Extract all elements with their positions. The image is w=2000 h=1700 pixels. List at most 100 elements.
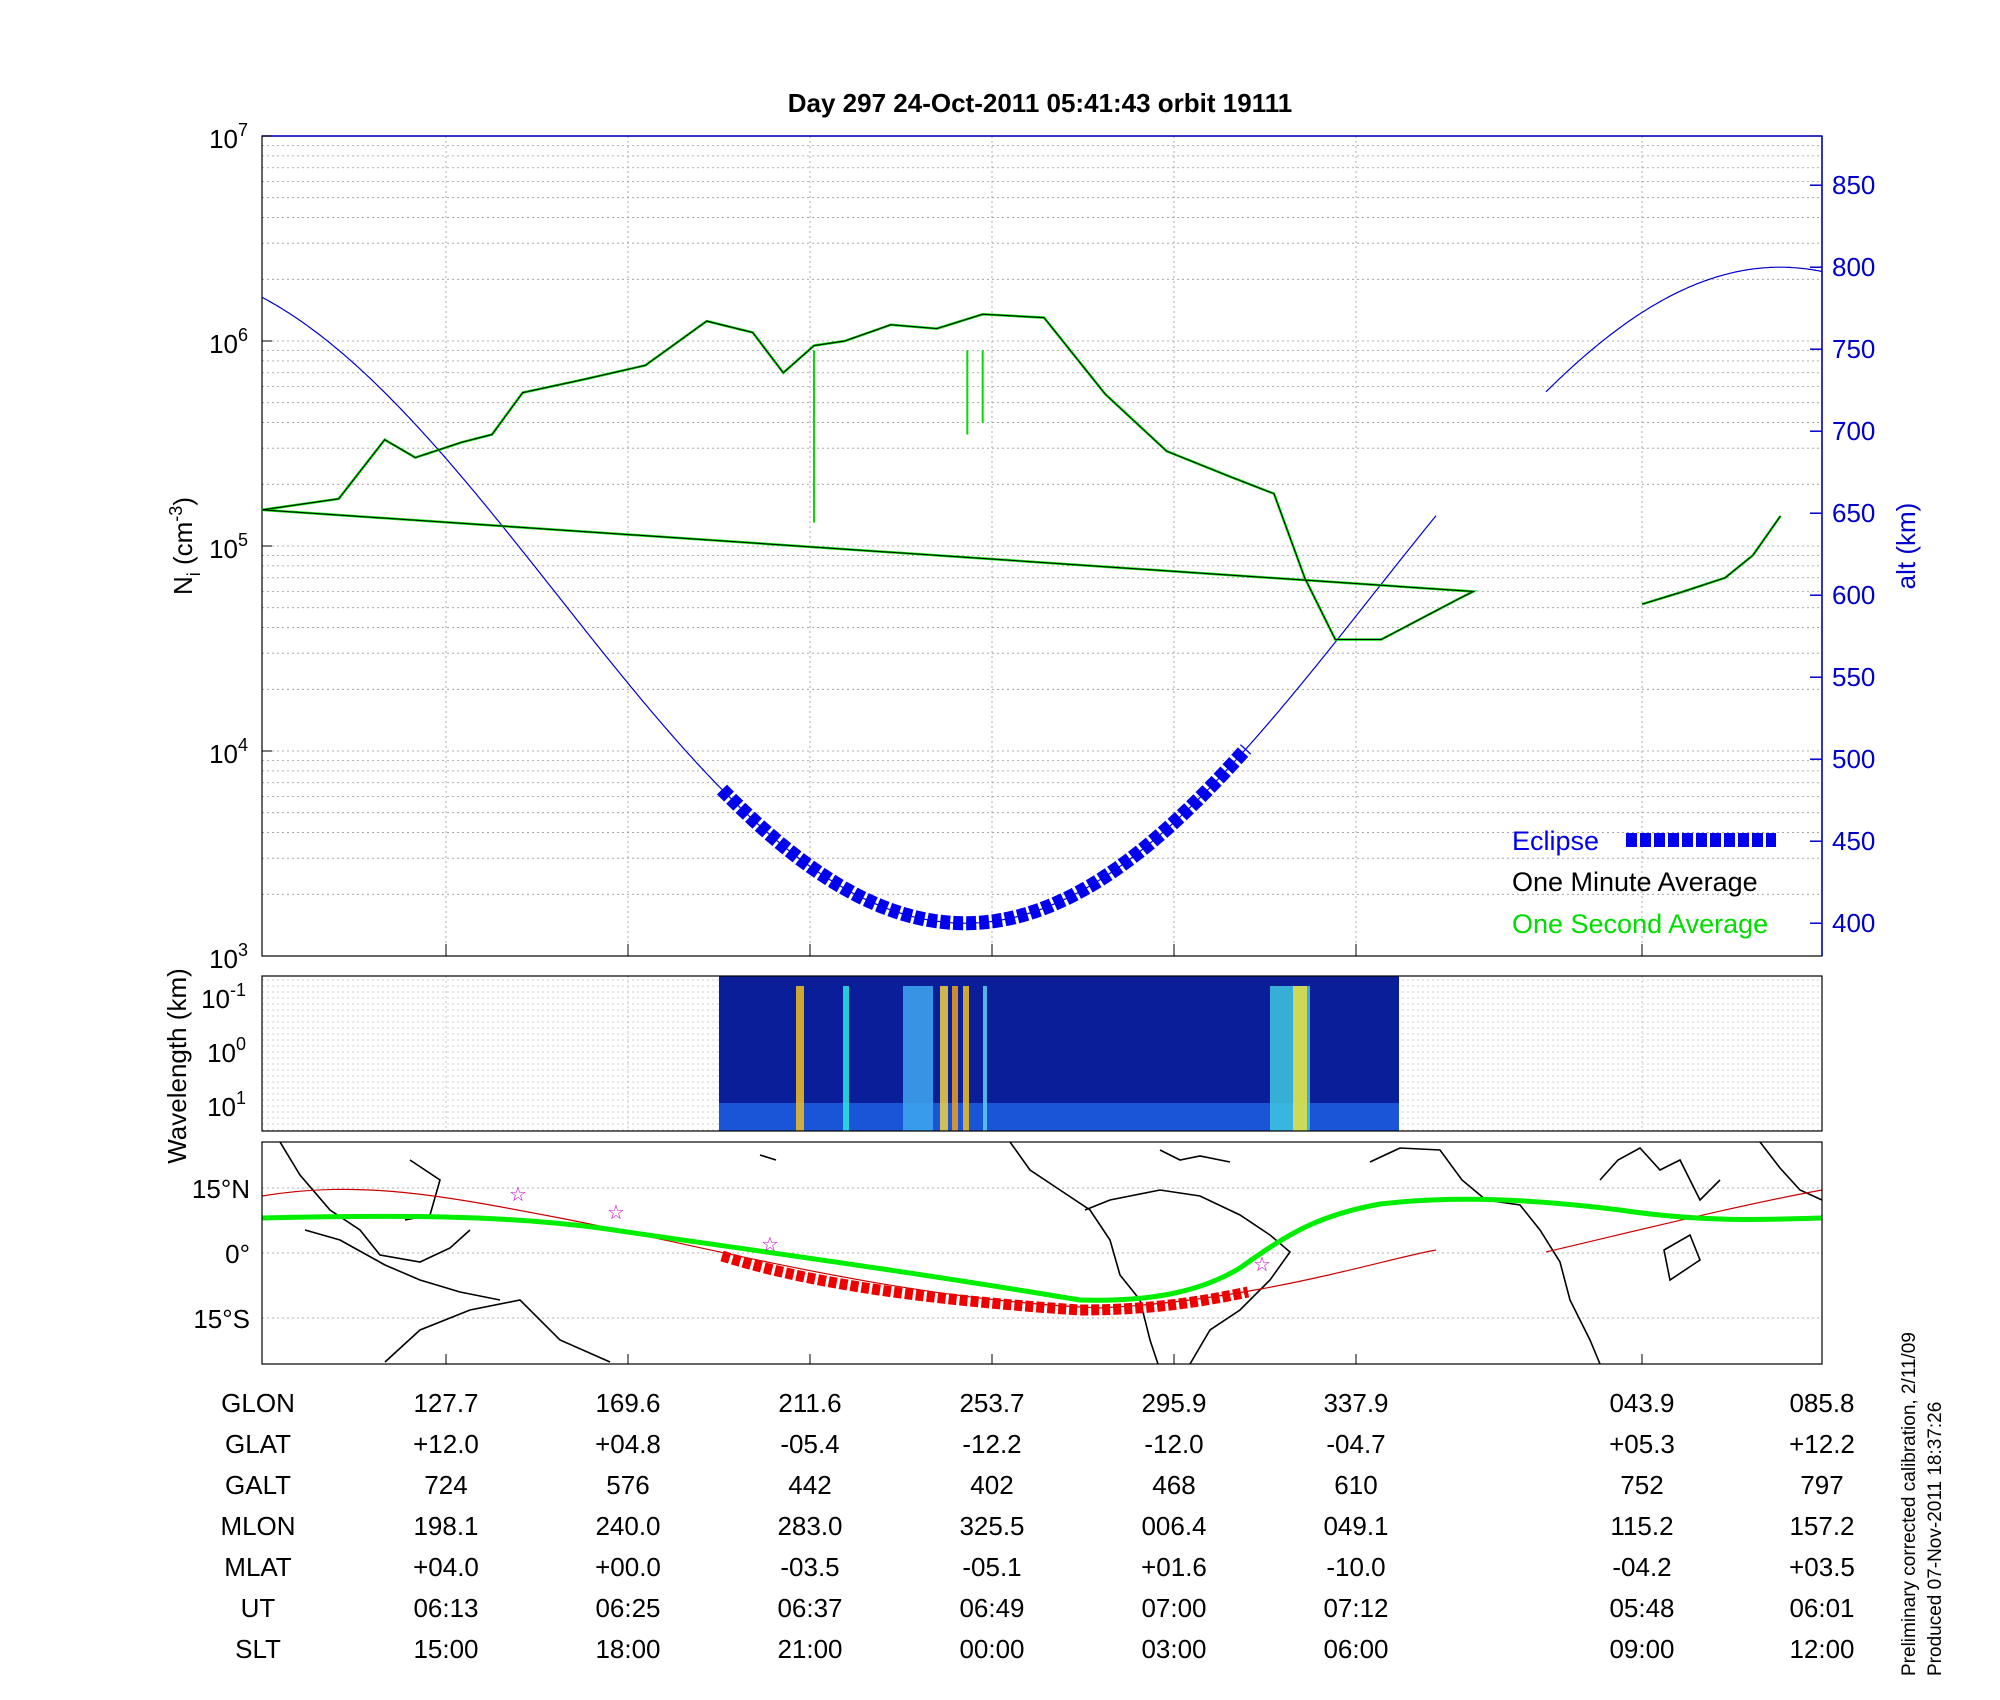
spectrogram-burst [983, 986, 987, 1131]
table-cell: 06:00 [1323, 1634, 1388, 1664]
side-note-line1: Preliminary corrected calibration, 2/11/… [1899, 1332, 1920, 1676]
coastline [279, 1141, 471, 1263]
table-cell: 325.5 [959, 1511, 1024, 1541]
table-row-label: MLAT [224, 1552, 292, 1582]
left-axis-label-exp: -3 [166, 506, 186, 522]
one-minute-average-line [261, 313, 1476, 640]
right-tick-label: 450 [1832, 826, 1875, 856]
table-cell: 610 [1334, 1470, 1377, 1500]
chart-title: Day 297 24-Oct-2011 05:41:43 orbit 19111 [788, 88, 1292, 118]
right-tick-label: 650 [1832, 498, 1875, 528]
mid-tick-base: 10 [207, 1092, 236, 1122]
table-cell: 085.8 [1789, 1388, 1854, 1418]
table-cell: 06:37 [777, 1593, 842, 1623]
left-tick-label: 107 [209, 120, 248, 154]
one-minute-average-line-right [1641, 515, 1781, 605]
ephemeris-table: GLON 127.7 169.6 211.6 253.7 295.9 337.9 043.9 0… [220, 1388, 1854, 1664]
mid-tick-label: 10-1 [201, 980, 246, 1014]
left-tick-base: 10 [209, 124, 238, 154]
table-cell: 12:00 [1789, 1634, 1854, 1664]
right-tick-label: 550 [1832, 662, 1875, 692]
left-axis-label-sub: i [184, 572, 204, 576]
table-cell: 07:12 [1323, 1593, 1388, 1623]
table-cell: +12.0 [413, 1429, 479, 1459]
right-axis-ticks: 400 450 500 550 600 650 700 750 800 850 [1810, 170, 1875, 938]
ground-track [261, 1188, 1437, 1309]
table-cell: 115.2 [1610, 1511, 1673, 1541]
right-tick-label: 400 [1832, 908, 1875, 938]
top-grid [262, 136, 1822, 957]
coastline [384, 1299, 611, 1363]
table-cell: 043.9 [1609, 1388, 1674, 1418]
table-cell: 21:00 [777, 1634, 842, 1664]
magnetic-equator-track [261, 1196, 1823, 1303]
mid-tick-exp: 0 [236, 1034, 246, 1054]
spectrogram-image [719, 976, 1399, 1131]
spectrogram-burst [940, 986, 948, 1131]
spectrogram-burst [843, 986, 849, 1131]
mid-tick-base: 10 [207, 1038, 236, 1068]
left-axis-label-unit: (cm [168, 522, 198, 573]
mid-tick-exp: -1 [230, 980, 246, 1000]
table-cell: 211.6 [778, 1388, 841, 1418]
spectrogram-burst [963, 986, 969, 1131]
one-second-average-line [261, 313, 1478, 641]
table-cell: -03.5 [780, 1552, 839, 1582]
table-cell: -05.1 [962, 1552, 1021, 1582]
side-note-line2: Produced 07-Nov-2011 18:37:26 [1925, 1402, 1946, 1676]
left-axis-label: Ni (cm-3) [166, 497, 204, 595]
eclipse-track [720, 1250, 1250, 1316]
left-tick-exp: 4 [238, 735, 248, 755]
map-tick-label: 15°N [192, 1174, 250, 1204]
mid-tick-exp: 1 [236, 1088, 246, 1108]
table-cell: 15:00 [413, 1634, 478, 1664]
left-tick-exp: 5 [238, 530, 248, 550]
eclipse-markers [716, 744, 1252, 931]
map-content: ☆ ☆ ☆ ☆ [261, 1141, 1823, 1365]
coastline [404, 1159, 441, 1221]
table-cell: 198.1 [413, 1511, 478, 1541]
table-row-label: GLAT [225, 1429, 291, 1459]
map-tick-label: 15°S [193, 1304, 250, 1334]
table-cell: +04.8 [595, 1429, 661, 1459]
table-cell: 18:00 [595, 1634, 660, 1664]
map-panel: ☆ ☆ ☆ ☆ 15°N 0° 15°S [192, 1141, 1823, 1365]
legend-one-minute: One Minute Average [1512, 867, 1758, 897]
table-cell: +04.0 [413, 1552, 479, 1582]
left-axis-label-close: ) [168, 497, 198, 506]
table-row-label: MLON [220, 1511, 295, 1541]
table-cell: 06:25 [595, 1593, 660, 1623]
left-axis-label-main: N [168, 576, 198, 595]
table-cell: 283.0 [777, 1511, 842, 1541]
map-tick-label: 0° [225, 1239, 250, 1269]
coastline [1159, 1149, 1231, 1163]
spectrogram-burst [796, 986, 804, 1131]
plot-curves [261, 266, 1823, 931]
table-cell: 442 [788, 1470, 831, 1500]
left-tick-label: 104 [209, 735, 248, 769]
spectrogram-burst [903, 986, 933, 1131]
table-cell: +01.6 [1141, 1552, 1207, 1582]
altitude-line-right [1545, 266, 1823, 393]
table-row-label: GALT [225, 1470, 291, 1500]
left-tick-base: 10 [209, 944, 238, 974]
table-cell: 337.9 [1323, 1388, 1388, 1418]
table-row-label: SLT [235, 1634, 281, 1664]
coastline [1663, 1233, 1701, 1282]
left-tick-base: 10 [209, 329, 238, 359]
table-cell: +00.0 [595, 1552, 661, 1582]
table-cell: -04.2 [1612, 1552, 1671, 1582]
left-tick-exp: 7 [238, 120, 248, 140]
left-tick-exp: 6 [238, 325, 248, 345]
table-cell: 06:49 [959, 1593, 1024, 1623]
table-row-label: UT [241, 1593, 276, 1623]
table-cell: 049.1 [1323, 1511, 1388, 1541]
table-cell: 576 [606, 1470, 649, 1500]
coastline [1084, 1189, 1292, 1365]
table-cell: 724 [424, 1470, 467, 1500]
star-marker: ☆ [1253, 1254, 1271, 1276]
table-cell: -12.0 [1144, 1429, 1203, 1459]
